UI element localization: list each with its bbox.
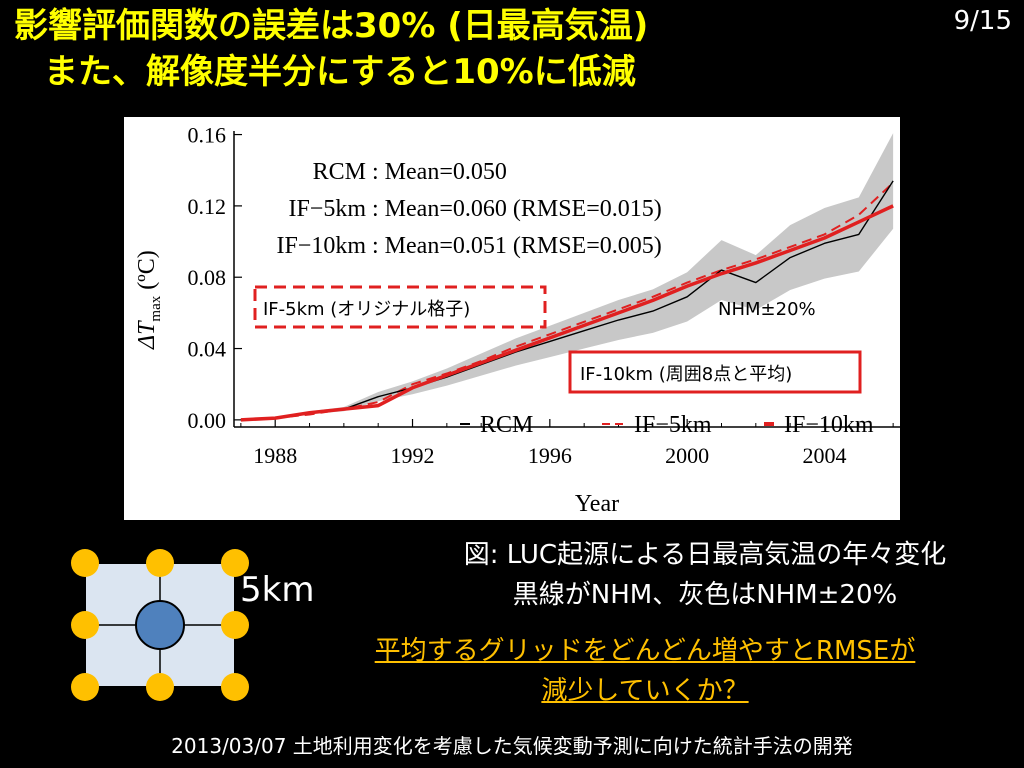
annotation-box-5km	[253, 285, 547, 329]
grid-point-e	[221, 611, 249, 639]
grid-diagram	[71, 549, 249, 701]
line-chart: 0.00 0.04 0.08 0.12 0.16 1988 1992 1996 2000 2004…	[134, 123, 900, 517]
question-line2: 減少していくか？	[541, 676, 749, 706]
legend-label: IF−10km	[784, 412, 874, 438]
x-tick-label: 2004	[802, 443, 846, 468]
grid-point-sw	[71, 673, 99, 701]
slide-title-line2: また、解像度半分にすると10%に低減	[44, 52, 636, 92]
x-axis-label: Year	[575, 491, 619, 517]
annotation-box-10km	[568, 350, 862, 394]
slide-footer: 2013/03/07 土地利用変化を考慮した気候変動予測に向けた統計手法の開発	[171, 734, 853, 758]
y-tick-label: 0.00	[188, 408, 227, 433]
x-tick-label: 1996	[528, 443, 572, 468]
grid-point-s	[146, 673, 174, 701]
y-tick-label: 0.16	[188, 123, 227, 148]
annotation-5km-label: IF-5km (オリジナル格子)	[263, 299, 470, 320]
slide-title-line1: 影響評価関数の誤差は30% (日最高気温)	[14, 6, 649, 46]
chart-panel: 0.00 0.04 0.08 0.12 0.16 1988 1992 1996 2000 2004…	[124, 117, 900, 520]
grid-point-se	[221, 673, 249, 701]
annotation-10km-label: IF-10km (周囲8点と平均)	[580, 364, 792, 385]
figure-caption-line2: 黒線がNHM、灰色はNHM±20%	[512, 580, 898, 610]
y-tick-label: 0.04	[188, 337, 227, 362]
nhm-band-area	[240, 133, 894, 420]
grid-point-center	[135, 600, 185, 650]
y-tick-label: 0.08	[188, 265, 227, 290]
question-line1: 平均するグリッドをどんどん増やすとRMSEが	[374, 636, 916, 666]
grid-point-ne	[221, 549, 249, 577]
y-tick-label: 0.12	[188, 194, 227, 219]
grid-point-n	[146, 549, 174, 577]
stats-name: IF−10km	[276, 233, 366, 259]
stats-value: : Mean=0.050	[372, 159, 507, 185]
stats-value: : Mean=0.060 (RMSE=0.015)	[372, 196, 662, 222]
grid-point-nw	[71, 549, 99, 577]
x-tick-label: 2000	[665, 443, 709, 468]
legend-label: RCM	[480, 412, 533, 438]
series-line-if-10km	[240, 204, 894, 422]
annotation-nhm-band-label: NHM±20%	[718, 299, 816, 320]
y-axis-label: ΔTmax (ºC)	[134, 250, 164, 350]
figure-caption-line1: 図: LUC起源による日最高気温の年々変化	[463, 540, 947, 570]
legend-label: IF−5km	[634, 412, 712, 438]
series-line-if-5km	[240, 181, 894, 421]
page-number: 9/15	[953, 6, 1012, 36]
x-tick-label: 1988	[253, 443, 297, 468]
stats-name: IF−5km	[288, 196, 366, 222]
grid-point-w	[71, 611, 99, 639]
x-tick-label: 1992	[391, 443, 435, 468]
stats-name: RCM	[313, 159, 366, 185]
grid-size-label: 5km	[240, 570, 315, 610]
stats-value: : Mean=0.051 (RMSE=0.005)	[372, 233, 662, 259]
